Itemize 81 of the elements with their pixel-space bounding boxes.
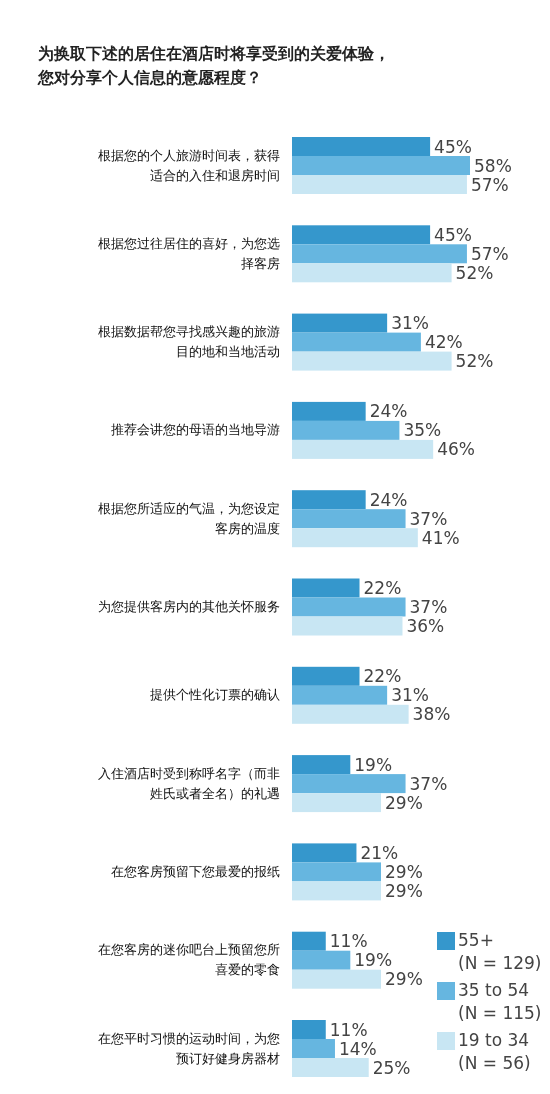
chart-title: 为换取下述的居住在酒店时将享受到的关爱体验，您对分享个人信息的意愿程度？ bbox=[38, 43, 391, 89]
y-tick-label: 根据您的个人旅游时间表，获得适合的入住和退房时间 bbox=[97, 146, 280, 185]
y-tick-label: 根据您过往居住的喜好，为您选择客房 bbox=[97, 234, 280, 273]
data-label: 37% bbox=[409, 597, 448, 617]
data-label: 41% bbox=[421, 527, 460, 548]
data-label: 24% bbox=[369, 401, 408, 422]
data-label: 14% bbox=[338, 1038, 377, 1059]
data-label: 29% bbox=[385, 969, 423, 990]
bar bbox=[292, 351, 452, 371]
bar bbox=[292, 263, 452, 283]
data-label: 45% bbox=[434, 224, 472, 245]
y-tick-label: 根据数据帮您寻找感兴趣的旅游目的地和当地活动 bbox=[97, 323, 280, 362]
bar bbox=[292, 156, 470, 175]
bar bbox=[292, 175, 467, 194]
bar bbox=[292, 528, 418, 548]
data-label: 57% bbox=[470, 243, 509, 264]
data-label: 25% bbox=[372, 1057, 411, 1078]
bar bbox=[292, 332, 421, 352]
bar bbox=[292, 950, 351, 970]
data-label: 46% bbox=[437, 439, 475, 460]
data-label: 29% bbox=[385, 880, 423, 901]
bar bbox=[292, 439, 434, 459]
bar bbox=[292, 490, 366, 510]
y-tick-label: 在您客房的迷你吧台上预留您所喜爱的零食 bbox=[97, 941, 280, 980]
data-label: 29% bbox=[385, 792, 423, 813]
data-label: 57% bbox=[470, 174, 509, 195]
bar bbox=[292, 969, 381, 989]
data-label: 19% bbox=[354, 950, 393, 971]
bar bbox=[292, 578, 360, 598]
bar bbox=[292, 881, 381, 901]
data-label: 22% bbox=[363, 666, 402, 687]
bar bbox=[292, 420, 400, 440]
bar bbox=[292, 1020, 326, 1039]
data-label: 52% bbox=[455, 262, 494, 283]
data-label: 19% bbox=[354, 754, 393, 775]
data-label: 45% bbox=[434, 136, 472, 157]
legend-label: 55+ (N = 129) bbox=[458, 929, 543, 975]
data-label: 52% bbox=[455, 351, 494, 372]
y-tick-label: 提供个性化订票的确认 bbox=[149, 686, 280, 705]
data-label: 21% bbox=[360, 842, 399, 863]
bar bbox=[292, 774, 406, 794]
data-label: 24% bbox=[369, 489, 408, 510]
bar bbox=[292, 793, 381, 813]
bar bbox=[292, 704, 409, 724]
bar bbox=[292, 755, 351, 775]
data-label: 38% bbox=[412, 704, 451, 725]
data-label: 58% bbox=[474, 155, 512, 176]
data-label: 42% bbox=[424, 332, 463, 353]
bar bbox=[292, 931, 326, 951]
bar bbox=[292, 685, 388, 705]
bar bbox=[292, 862, 381, 882]
data-label: 29% bbox=[385, 861, 423, 882]
bar bbox=[292, 616, 403, 636]
bar bbox=[292, 313, 388, 333]
y-tick-label: 在您平时习惯的运动时间，为您预订好健身房器材 bbox=[97, 1029, 280, 1068]
bar bbox=[292, 509, 406, 529]
legend-label: 35 to 54 (N = 115) bbox=[458, 979, 543, 1025]
bar bbox=[292, 137, 431, 156]
data-label: 11% bbox=[329, 931, 368, 952]
data-label: 37% bbox=[409, 773, 448, 794]
bar bbox=[292, 666, 360, 686]
bar bbox=[292, 1039, 335, 1058]
y-tick-label: 入住酒店时受到称呼名字（而非姓氏或者全名）的礼遇 bbox=[97, 764, 280, 803]
y-tick-label: 推荐会讲您的母语的当地导游 bbox=[110, 421, 280, 440]
bar bbox=[292, 401, 366, 421]
data-label: 35% bbox=[403, 420, 442, 441]
bar bbox=[292, 597, 406, 617]
y-tick-label: 根据您所适应的气温，为您设定客房的温度 bbox=[97, 499, 280, 538]
bar bbox=[292, 843, 357, 863]
data-label: 37% bbox=[409, 508, 448, 529]
data-label: 11% bbox=[329, 1019, 368, 1040]
data-label: 31% bbox=[391, 685, 429, 706]
data-label: 36% bbox=[406, 616, 445, 636]
bar bbox=[292, 1058, 369, 1077]
data-label: 22% bbox=[363, 578, 402, 598]
legend-label: 19 to 34 (N = 56) bbox=[458, 1029, 532, 1075]
data-label: 31% bbox=[391, 313, 429, 334]
bar bbox=[292, 244, 467, 264]
y-tick-label: 在您客房预留下您最爱的报纸 bbox=[110, 862, 280, 881]
y-tick-label: 为您提供客房内的其他关怀服务 bbox=[97, 598, 280, 616]
bar bbox=[292, 225, 431, 245]
